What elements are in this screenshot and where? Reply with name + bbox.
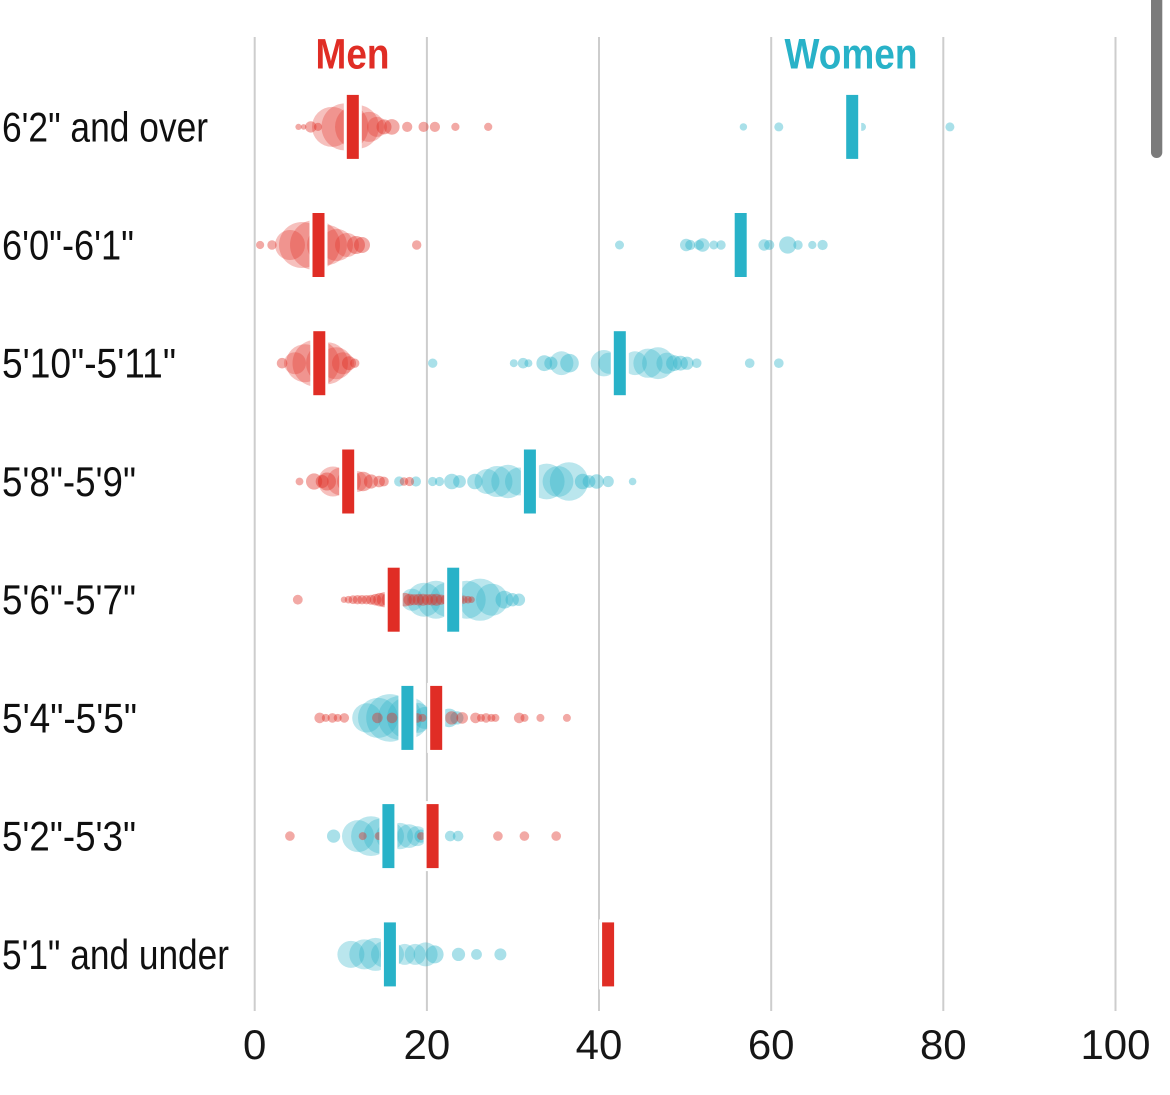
svg-text:20: 20 <box>404 1021 451 1068</box>
svg-text:100: 100 <box>1080 1021 1150 1068</box>
svg-text:5'6"-5'7": 5'6"-5'7" <box>2 576 136 623</box>
svg-text:5'10"-5'11": 5'10"-5'11" <box>2 340 176 387</box>
svg-text:5'2"-5'3": 5'2"-5'3" <box>2 813 136 860</box>
svg-text:5'4"-5'5": 5'4"-5'5" <box>2 694 137 741</box>
svg-text:40: 40 <box>576 1021 623 1068</box>
svg-text:5'8"-5'9": 5'8"-5'9" <box>2 458 136 505</box>
svg-text:6'2" and over: 6'2" and over <box>2 103 208 150</box>
svg-text:80: 80 <box>920 1021 967 1068</box>
svg-text:5'1" and under: 5'1" and under <box>2 931 229 978</box>
svg-text:0: 0 <box>243 1021 266 1068</box>
svg-text:Men: Men <box>316 31 390 79</box>
svg-text:Women: Women <box>785 31 918 79</box>
svg-text:6'0"-6'1": 6'0"-6'1" <box>2 222 134 269</box>
svg-text:60: 60 <box>748 1021 795 1068</box>
